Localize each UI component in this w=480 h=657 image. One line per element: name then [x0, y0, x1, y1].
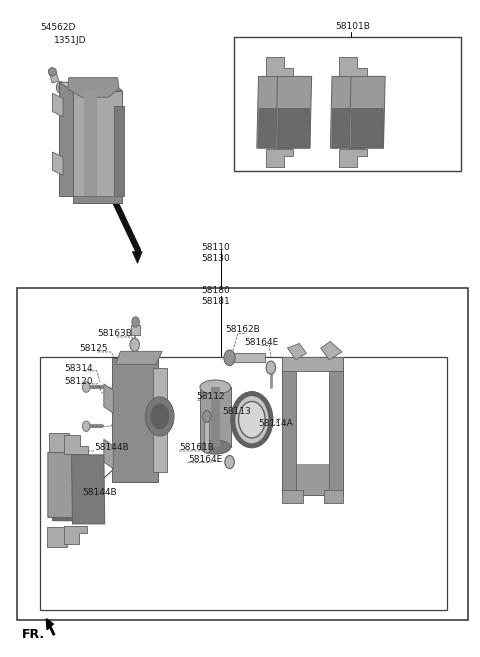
Polygon shape	[84, 91, 97, 203]
Text: 58101B: 58101B	[335, 22, 370, 31]
Polygon shape	[200, 387, 230, 447]
Polygon shape	[114, 106, 124, 196]
Circle shape	[56, 81, 65, 93]
Text: 58144B: 58144B	[94, 443, 129, 452]
Circle shape	[150, 403, 169, 430]
Polygon shape	[59, 82, 110, 196]
Polygon shape	[116, 351, 162, 365]
Polygon shape	[259, 108, 291, 148]
Text: 58130: 58130	[201, 254, 230, 263]
Circle shape	[203, 411, 211, 422]
Polygon shape	[339, 148, 367, 167]
Polygon shape	[351, 108, 384, 148]
Polygon shape	[64, 436, 88, 453]
Text: 58162B: 58162B	[226, 325, 261, 334]
Polygon shape	[52, 452, 85, 521]
Bar	[17, 288, 468, 620]
Polygon shape	[339, 58, 367, 76]
Text: 58180: 58180	[201, 286, 230, 294]
Polygon shape	[104, 440, 113, 468]
Polygon shape	[68, 78, 119, 97]
Polygon shape	[59, 82, 122, 91]
Circle shape	[224, 350, 235, 366]
Polygon shape	[131, 325, 140, 335]
Polygon shape	[211, 387, 220, 447]
Polygon shape	[153, 367, 167, 472]
Polygon shape	[282, 357, 343, 371]
Polygon shape	[330, 76, 366, 148]
Circle shape	[239, 401, 265, 438]
Text: 58144B: 58144B	[83, 487, 117, 497]
Text: 54562D: 54562D	[40, 23, 75, 32]
Polygon shape	[290, 365, 335, 464]
Circle shape	[225, 455, 234, 468]
Circle shape	[233, 394, 271, 445]
Circle shape	[145, 397, 174, 436]
Text: 58125: 58125	[80, 344, 108, 353]
Circle shape	[130, 338, 139, 351]
Polygon shape	[53, 152, 63, 175]
Polygon shape	[48, 452, 82, 518]
Text: 58314: 58314	[64, 364, 93, 373]
Text: 58163B: 58163B	[97, 329, 132, 338]
Polygon shape	[265, 148, 293, 167]
Polygon shape	[48, 67, 56, 76]
Circle shape	[132, 317, 139, 327]
Polygon shape	[47, 527, 77, 547]
Polygon shape	[332, 108, 364, 148]
Circle shape	[266, 361, 276, 374]
Polygon shape	[324, 490, 343, 503]
Text: 58164E: 58164E	[245, 338, 279, 347]
Polygon shape	[132, 252, 142, 263]
Polygon shape	[276, 76, 312, 148]
FancyArrow shape	[46, 619, 55, 635]
Polygon shape	[282, 371, 296, 495]
Polygon shape	[49, 433, 80, 452]
Circle shape	[59, 85, 62, 90]
Text: 58113: 58113	[222, 407, 251, 417]
Polygon shape	[282, 357, 343, 495]
Text: 58112: 58112	[196, 392, 225, 401]
Bar	[234, 37, 461, 171]
Polygon shape	[72, 455, 105, 524]
Polygon shape	[257, 76, 293, 148]
Circle shape	[83, 382, 90, 392]
Ellipse shape	[200, 380, 231, 394]
Polygon shape	[104, 384, 113, 413]
Text: 58161B: 58161B	[179, 443, 214, 452]
Polygon shape	[265, 58, 293, 76]
Polygon shape	[277, 108, 310, 148]
Text: 58110: 58110	[201, 242, 230, 252]
Text: 58114A: 58114A	[258, 419, 293, 428]
Polygon shape	[72, 91, 122, 203]
Ellipse shape	[200, 440, 231, 454]
Polygon shape	[329, 371, 343, 495]
Polygon shape	[63, 526, 87, 544]
Text: 58181: 58181	[201, 298, 230, 306]
Polygon shape	[49, 71, 59, 83]
Text: 1351JD: 1351JD	[54, 36, 86, 45]
Polygon shape	[288, 344, 306, 360]
Polygon shape	[204, 417, 209, 452]
Polygon shape	[282, 490, 302, 503]
Circle shape	[83, 421, 90, 432]
Polygon shape	[112, 358, 158, 482]
Text: FR.: FR.	[22, 628, 45, 641]
Text: 58120: 58120	[64, 377, 93, 386]
Polygon shape	[321, 342, 342, 360]
Polygon shape	[53, 93, 63, 117]
Text: 58164E: 58164E	[188, 455, 222, 464]
Polygon shape	[349, 76, 385, 148]
Polygon shape	[229, 353, 265, 363]
Polygon shape	[72, 196, 122, 203]
Bar	[40, 357, 447, 610]
